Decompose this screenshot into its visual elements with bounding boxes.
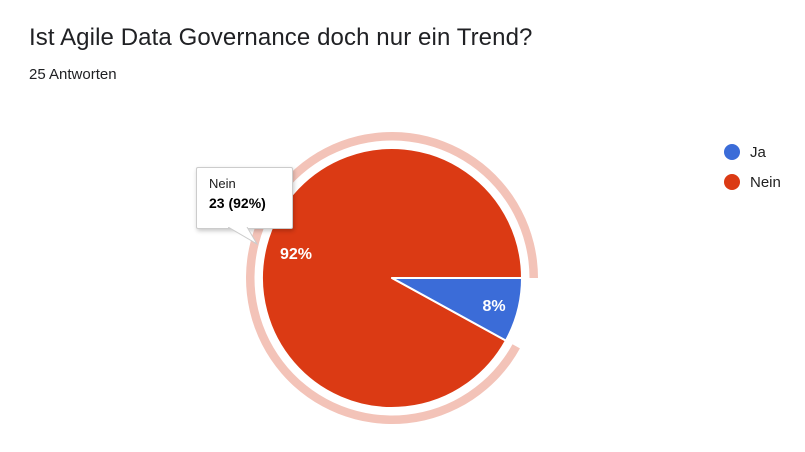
legend-dot-ja-icon: [724, 144, 740, 160]
tooltip-pointer: [228, 227, 259, 246]
pie-chart: 92% 8%: [232, 118, 552, 438]
legend-label-ja: Ja: [750, 143, 766, 161]
legend-item-nein: Nein: [724, 167, 781, 197]
legend-label-nein: Nein: [750, 173, 781, 191]
pie-slice-nein[interactable]: [261, 147, 523, 409]
slice-label-ja: 8%: [482, 298, 505, 315]
slice-tooltip: Nein 23 (92%): [196, 167, 293, 246]
question-title: Ist Agile Data Governance doch nur ein T…: [29, 24, 533, 51]
legend-dot-nein-icon: [724, 174, 740, 190]
tooltip-category-label: Nein: [209, 176, 236, 191]
legend-item-ja: Ja: [724, 137, 781, 167]
response-count: 25 Antworten: [29, 66, 117, 83]
legend: Ja Nein: [724, 137, 781, 197]
slice-label-nein: 92%: [280, 246, 312, 263]
pie-chart-svg: 92% 8%: [245, 132, 538, 425]
pie-slice-ja[interactable]: [391, 277, 523, 342]
tooltip-value: 23 (92%): [209, 195, 266, 211]
